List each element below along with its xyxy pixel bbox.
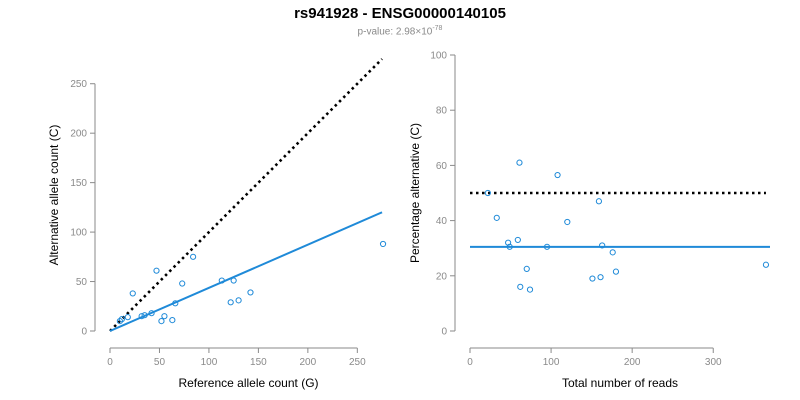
x-tick-label: 200 [300, 357, 317, 368]
data-point [543, 243, 551, 250]
data-point [129, 290, 136, 297]
data-point [514, 236, 521, 244]
y-tick-label: 250 [70, 79, 87, 90]
data-point [179, 280, 186, 287]
data-point [517, 283, 524, 290]
data-point [516, 159, 523, 166]
data-point [124, 314, 131, 321]
data-point [564, 218, 571, 226]
x-tick-label: 300 [705, 357, 722, 368]
data-point [609, 249, 616, 256]
data-point [172, 300, 179, 307]
data-point [235, 297, 242, 304]
y-axis-label: Alternative allele count (C) [47, 125, 61, 266]
fit-line [109, 211, 383, 332]
data-point [523, 265, 530, 272]
data-point [506, 243, 513, 250]
data-point [484, 189, 491, 197]
data-point [230, 277, 237, 284]
data-point [247, 289, 254, 296]
y-tick-label: 0 [441, 327, 447, 338]
data-point [158, 318, 165, 325]
x-tick-label: 150 [250, 357, 267, 368]
data-point [169, 317, 176, 324]
data-point [116, 318, 123, 325]
data-point [597, 274, 604, 281]
data-point [141, 312, 148, 319]
p-value-text: p-value: 2.98×10 [357, 26, 433, 38]
data-point [595, 198, 603, 205]
x-tick-label: 250 [349, 357, 366, 368]
data-point [379, 240, 387, 248]
y-tick-label: 150 [70, 178, 87, 189]
y-tick-label: 100 [430, 51, 447, 62]
chart-subtitle: p-value: 2.98×10-78 [0, 25, 800, 37]
x-tick-label: 100 [543, 357, 560, 368]
y-tick-label: 100 [70, 228, 87, 239]
data-point [153, 267, 160, 274]
data-point [762, 261, 770, 268]
x-tick-label: 50 [154, 357, 166, 368]
data-point [554, 171, 561, 179]
chart-title: rs941928 - ENSG00000140105 [294, 5, 506, 22]
x-axis-label: Total number of reads [562, 376, 678, 390]
data-point [161, 313, 168, 320]
data-point [138, 313, 145, 320]
reference-line [109, 58, 383, 332]
x-tick-label: 0 [107, 357, 113, 368]
y-axis-label: Percentage alternative (C) [408, 123, 422, 263]
x-tick-label: 100 [201, 357, 218, 368]
y-tick-label: 40 [436, 216, 448, 227]
y-tick-label: 50 [76, 277, 88, 288]
y-tick-label: 60 [436, 161, 448, 172]
data-point [589, 275, 596, 282]
data-point [190, 253, 197, 260]
data-point [148, 310, 155, 317]
data-point [612, 268, 620, 275]
y-tick-label: 20 [436, 271, 448, 282]
data-point [118, 316, 125, 323]
data-point [227, 299, 234, 306]
p-value-exponent: -78 [432, 25, 443, 32]
data-point [599, 242, 606, 249]
data-point [526, 286, 534, 293]
data-point [218, 277, 225, 284]
y-tick-label: 200 [70, 129, 87, 140]
panel-1: 0 50 100 150 200 250 0 50 100 150 200 250 Reference … [47, 58, 387, 390]
x-axis-label: Reference allele count (G) [178, 376, 318, 390]
x-tick-label: 200 [624, 357, 641, 368]
data-point [493, 214, 500, 221]
x-tick-label: 0 [467, 357, 473, 368]
y-tick-label: 0 [81, 327, 87, 338]
y-tick-label: 80 [436, 106, 448, 117]
